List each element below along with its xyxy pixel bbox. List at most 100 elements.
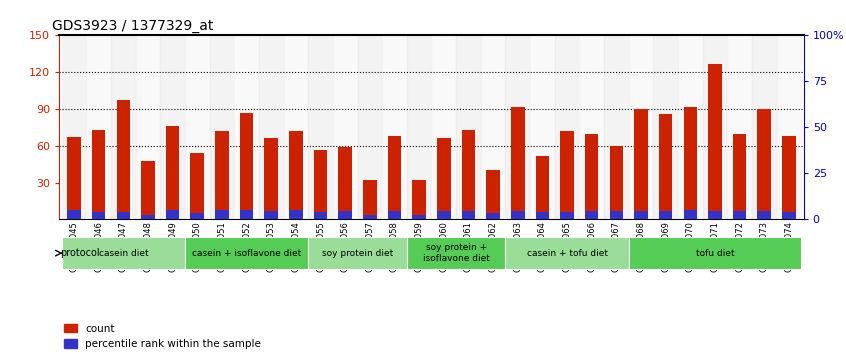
Bar: [308, 35, 332, 219]
Bar: [431, 35, 456, 219]
Text: soy protein diet: soy protein diet: [321, 249, 393, 258]
Bar: [160, 35, 185, 219]
Bar: [757, 109, 771, 211]
Text: tofu diet: tofu diet: [695, 249, 734, 258]
Bar: [215, 210, 228, 219]
Bar: [481, 35, 505, 219]
Bar: [708, 64, 722, 211]
Bar: [733, 211, 746, 219]
Bar: [511, 211, 525, 219]
Bar: [555, 35, 580, 219]
Bar: [536, 156, 549, 212]
Bar: [166, 210, 179, 219]
FancyBboxPatch shape: [407, 237, 505, 269]
Bar: [629, 35, 653, 219]
Bar: [387, 211, 401, 219]
Bar: [190, 153, 204, 213]
Bar: [585, 211, 598, 219]
Bar: [166, 126, 179, 210]
Bar: [387, 136, 401, 211]
Bar: [289, 131, 303, 210]
Bar: [67, 210, 80, 219]
Bar: [678, 35, 703, 219]
Bar: [456, 35, 481, 219]
Bar: [363, 215, 376, 219]
Bar: [141, 215, 155, 219]
Bar: [585, 133, 598, 211]
Bar: [703, 35, 728, 219]
Bar: [117, 101, 130, 212]
Bar: [338, 147, 352, 211]
Bar: [659, 114, 673, 211]
Bar: [92, 130, 106, 212]
Bar: [259, 35, 283, 219]
Bar: [265, 138, 278, 211]
Bar: [332, 35, 358, 219]
Bar: [314, 212, 327, 219]
Text: GDS3923 / 1377329_at: GDS3923 / 1377329_at: [52, 19, 213, 33]
Bar: [560, 212, 574, 219]
Bar: [92, 212, 106, 219]
FancyBboxPatch shape: [308, 237, 407, 269]
Bar: [684, 107, 697, 210]
Bar: [363, 180, 376, 215]
Bar: [610, 146, 624, 211]
Text: casein diet: casein diet: [98, 249, 148, 258]
Bar: [141, 161, 155, 215]
Bar: [610, 211, 624, 219]
Bar: [580, 35, 604, 219]
Text: protocol: protocol: [60, 248, 99, 258]
Bar: [604, 35, 629, 219]
Bar: [234, 35, 259, 219]
Bar: [265, 211, 278, 219]
Bar: [659, 211, 673, 219]
Bar: [777, 35, 801, 219]
Bar: [462, 211, 475, 219]
Bar: [757, 211, 771, 219]
Bar: [783, 212, 796, 219]
Bar: [728, 35, 752, 219]
Bar: [634, 109, 648, 211]
Bar: [412, 215, 426, 219]
Bar: [314, 149, 327, 212]
Text: casein + tofu diet: casein + tofu diet: [526, 249, 607, 258]
Bar: [239, 210, 253, 219]
Bar: [382, 35, 407, 219]
Bar: [185, 35, 210, 219]
FancyBboxPatch shape: [629, 237, 801, 269]
Bar: [708, 211, 722, 219]
Bar: [653, 35, 678, 219]
Bar: [462, 130, 475, 211]
Bar: [111, 35, 135, 219]
FancyBboxPatch shape: [505, 237, 629, 269]
Bar: [289, 210, 303, 219]
Bar: [67, 137, 80, 210]
Bar: [486, 170, 500, 213]
Bar: [358, 35, 382, 219]
Bar: [86, 35, 111, 219]
FancyBboxPatch shape: [62, 237, 185, 269]
Bar: [62, 35, 86, 219]
FancyBboxPatch shape: [185, 237, 308, 269]
Bar: [283, 35, 308, 219]
Bar: [634, 211, 648, 219]
Bar: [486, 213, 500, 219]
Bar: [215, 131, 228, 210]
Bar: [536, 212, 549, 219]
Bar: [733, 133, 746, 211]
Bar: [117, 212, 130, 219]
Bar: [511, 107, 525, 211]
Bar: [190, 213, 204, 219]
Bar: [437, 138, 451, 211]
Bar: [412, 180, 426, 215]
Bar: [752, 35, 777, 219]
Bar: [338, 211, 352, 219]
Legend: count, percentile rank within the sample: count, percentile rank within the sample: [64, 324, 261, 349]
Bar: [530, 35, 555, 219]
Bar: [783, 136, 796, 212]
Bar: [505, 35, 530, 219]
Bar: [407, 35, 431, 219]
Bar: [210, 35, 234, 219]
Bar: [239, 113, 253, 210]
Bar: [437, 211, 451, 219]
